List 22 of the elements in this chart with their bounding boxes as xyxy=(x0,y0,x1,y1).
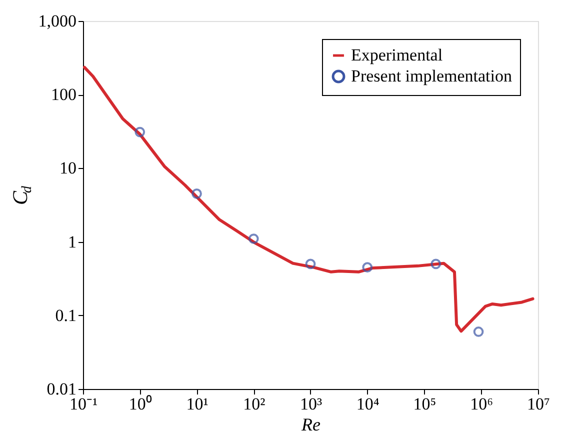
point xyxy=(192,188,202,199)
x-tick-label: 10⁷ xyxy=(527,394,550,414)
x-tick-label: 10² xyxy=(243,394,266,414)
x-axis-title: Re xyxy=(300,414,321,434)
legend-label: Experimental xyxy=(351,46,443,64)
legend-label: Present implementation xyxy=(351,66,512,86)
y-tick-label: 0.1 xyxy=(55,306,76,325)
y-tick-label: 10 xyxy=(60,158,76,178)
x-tick-label: 10¹ xyxy=(186,394,208,414)
point xyxy=(134,126,146,138)
x-tick-label: 10⁵ xyxy=(413,394,436,414)
x-tick-label: 10⁶ xyxy=(470,394,494,414)
y-axis-title: Cd xyxy=(8,185,35,205)
point xyxy=(305,258,316,270)
point xyxy=(248,234,259,244)
x-tick-label: 10⁰ xyxy=(128,394,152,414)
point xyxy=(362,262,373,272)
y-tick-label: 1,000 xyxy=(38,12,76,30)
x-tick-label: 10³ xyxy=(300,394,322,414)
y-tick-label: 1 xyxy=(68,232,76,252)
x-tick-label: 10⁴ xyxy=(356,394,380,414)
y-tick-label: 100 xyxy=(51,85,76,104)
